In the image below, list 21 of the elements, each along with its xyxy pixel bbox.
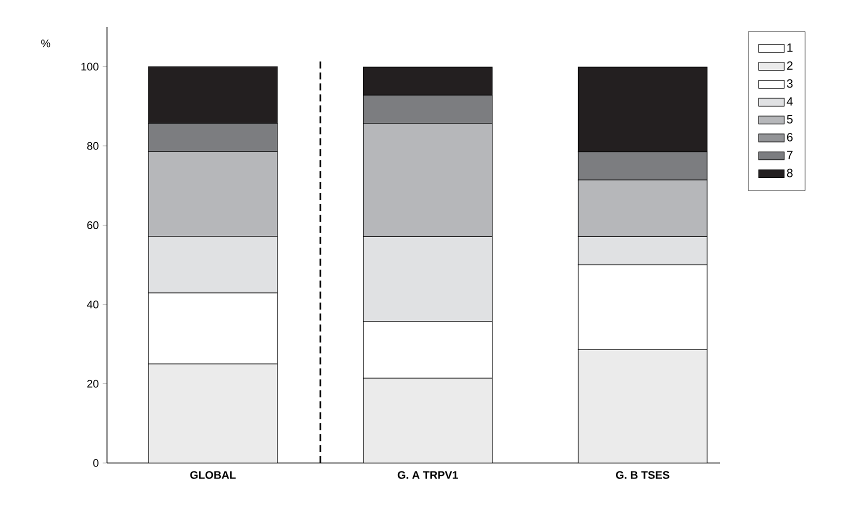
legend-label: 2 — [787, 61, 793, 70]
legend-label: 3 — [786, 79, 793, 88]
x-tick-label: G. A TRPV1 — [398, 471, 458, 479]
legend-label: 1 — [787, 44, 793, 52]
bar — [363, 378, 493, 463]
y-tick-label: 60 — [87, 221, 98, 230]
legend-label: 5 — [786, 115, 793, 124]
legend-label: 4 — [786, 97, 793, 106]
y-axis-title: % — [41, 40, 50, 48]
legend-label: 7 — [787, 150, 793, 160]
y-tick-label: 80 — [87, 142, 98, 150]
x-tick-label: GLOBAL — [190, 471, 236, 479]
x-tick-label: G. B TSES — [616, 471, 670, 479]
legend-label: 6 — [787, 132, 793, 142]
bar — [578, 349, 708, 463]
bar — [148, 364, 278, 463]
y-tick-label: 0 — [93, 459, 98, 467]
y-tick-label: 40 — [86, 300, 98, 308]
y-tick-label: 20 — [87, 380, 98, 388]
y-tick-label: 100 — [81, 62, 98, 71]
legend-label: 8 — [786, 168, 793, 178]
